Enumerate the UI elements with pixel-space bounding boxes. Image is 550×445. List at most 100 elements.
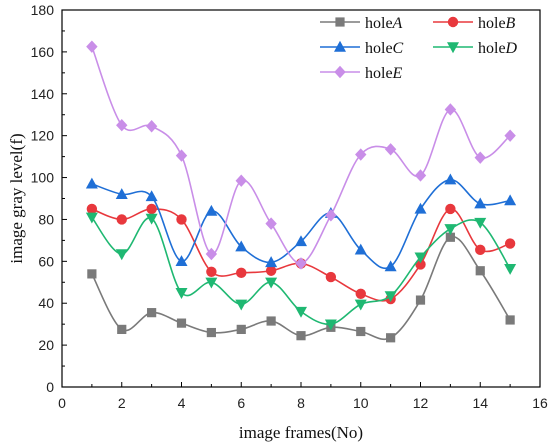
data-point bbox=[146, 203, 157, 215]
data-point bbox=[115, 249, 128, 261]
legend-marker bbox=[447, 16, 459, 28]
data-point bbox=[175, 288, 188, 299]
data-point bbox=[504, 194, 517, 206]
series-holeD bbox=[85, 212, 517, 331]
data-point bbox=[505, 315, 515, 325]
data-point bbox=[356, 326, 366, 337]
data-point bbox=[504, 129, 516, 142]
data-point bbox=[175, 255, 188, 267]
y-tick-label: 180 bbox=[31, 2, 55, 18]
legend-item-holeB: holeB bbox=[433, 15, 516, 32]
data-point bbox=[445, 203, 456, 215]
data-point bbox=[176, 214, 187, 225]
x-tick-label: 8 bbox=[297, 395, 305, 411]
data-point bbox=[414, 252, 427, 264]
data-point bbox=[86, 203, 98, 215]
x-tick-label: 12 bbox=[413, 395, 429, 411]
data-point bbox=[445, 232, 455, 242]
data-point bbox=[354, 243, 367, 255]
x-tick-label: 6 bbox=[237, 395, 245, 411]
data-point bbox=[325, 209, 337, 222]
data-point bbox=[414, 202, 427, 214]
y-tick-label: 0 bbox=[46, 379, 54, 395]
data-point bbox=[265, 256, 278, 268]
data-point bbox=[474, 197, 487, 209]
data-point bbox=[475, 266, 485, 276]
data-point bbox=[295, 257, 307, 270]
legend-label: holeC bbox=[365, 40, 404, 57]
data-point bbox=[85, 177, 98, 189]
data-point bbox=[414, 169, 427, 182]
y-tick-label: 20 bbox=[38, 337, 54, 353]
plot-frame bbox=[61, 9, 541, 388]
y-tick-label: 80 bbox=[38, 211, 54, 227]
data-point bbox=[355, 148, 367, 161]
x-tick-label: 4 bbox=[178, 395, 186, 411]
data-point bbox=[265, 265, 277, 276]
data-point bbox=[504, 263, 517, 275]
legend-label: holeB bbox=[478, 15, 516, 32]
data-point bbox=[474, 217, 487, 229]
data-point bbox=[116, 214, 127, 225]
data-point bbox=[235, 240, 248, 252]
y-tick-label: 60 bbox=[38, 253, 54, 269]
data-point bbox=[175, 149, 188, 162]
x-tick-label: 2 bbox=[118, 395, 126, 411]
data-point bbox=[296, 331, 306, 341]
x-tick-label: 0 bbox=[58, 395, 66, 411]
data-point bbox=[87, 269, 97, 279]
x-tick-label: 14 bbox=[472, 395, 488, 411]
data-point bbox=[475, 244, 486, 256]
data-point bbox=[145, 213, 158, 225]
data-point bbox=[444, 103, 457, 116]
data-point bbox=[206, 327, 216, 338]
y-tick-label: 100 bbox=[31, 170, 55, 186]
series-line bbox=[91, 235, 511, 341]
y-tick-label: 140 bbox=[31, 86, 55, 102]
series-holeA bbox=[87, 232, 515, 343]
data-point bbox=[415, 259, 426, 270]
data-point bbox=[265, 217, 277, 230]
data-point bbox=[205, 247, 218, 261]
data-point bbox=[295, 306, 307, 318]
data-point bbox=[115, 188, 128, 200]
data-point bbox=[325, 271, 337, 283]
data-point bbox=[504, 238, 516, 249]
y-axis-title: image gray level(f) bbox=[7, 133, 26, 263]
data-point bbox=[444, 224, 457, 236]
data-point bbox=[236, 267, 247, 279]
data-point bbox=[415, 295, 426, 305]
legend-item-holeC: holeC bbox=[320, 40, 404, 57]
data-point bbox=[444, 173, 457, 185]
data-point bbox=[384, 143, 397, 156]
data-point bbox=[384, 260, 397, 272]
data-point bbox=[205, 204, 218, 216]
data-point bbox=[266, 316, 276, 326]
series-holeE bbox=[86, 40, 516, 270]
data-point bbox=[176, 318, 187, 328]
data-point bbox=[386, 333, 396, 343]
legend-item-holeE: holeE bbox=[320, 65, 403, 82]
legend-item-holeA: holeA bbox=[320, 15, 403, 32]
legend-marker bbox=[334, 40, 346, 52]
data-point bbox=[117, 324, 127, 335]
data-point bbox=[295, 235, 307, 247]
data-point bbox=[145, 190, 158, 202]
legend-marker bbox=[447, 42, 459, 54]
data-point bbox=[265, 277, 278, 289]
y-tick-label: 40 bbox=[38, 295, 54, 311]
x-tick-label: 10 bbox=[353, 395, 369, 411]
legend-label: holeD bbox=[478, 40, 518, 57]
data-point bbox=[355, 288, 366, 299]
y-tick-label: 160 bbox=[31, 44, 55, 60]
legend-item-holeD: holeD bbox=[433, 40, 518, 57]
data-point bbox=[474, 151, 486, 164]
data-point bbox=[235, 299, 248, 311]
data-point bbox=[206, 266, 217, 278]
y-tick-label: 120 bbox=[31, 128, 55, 144]
data-point bbox=[147, 308, 157, 318]
data-point bbox=[384, 291, 397, 303]
data-point bbox=[354, 299, 367, 311]
